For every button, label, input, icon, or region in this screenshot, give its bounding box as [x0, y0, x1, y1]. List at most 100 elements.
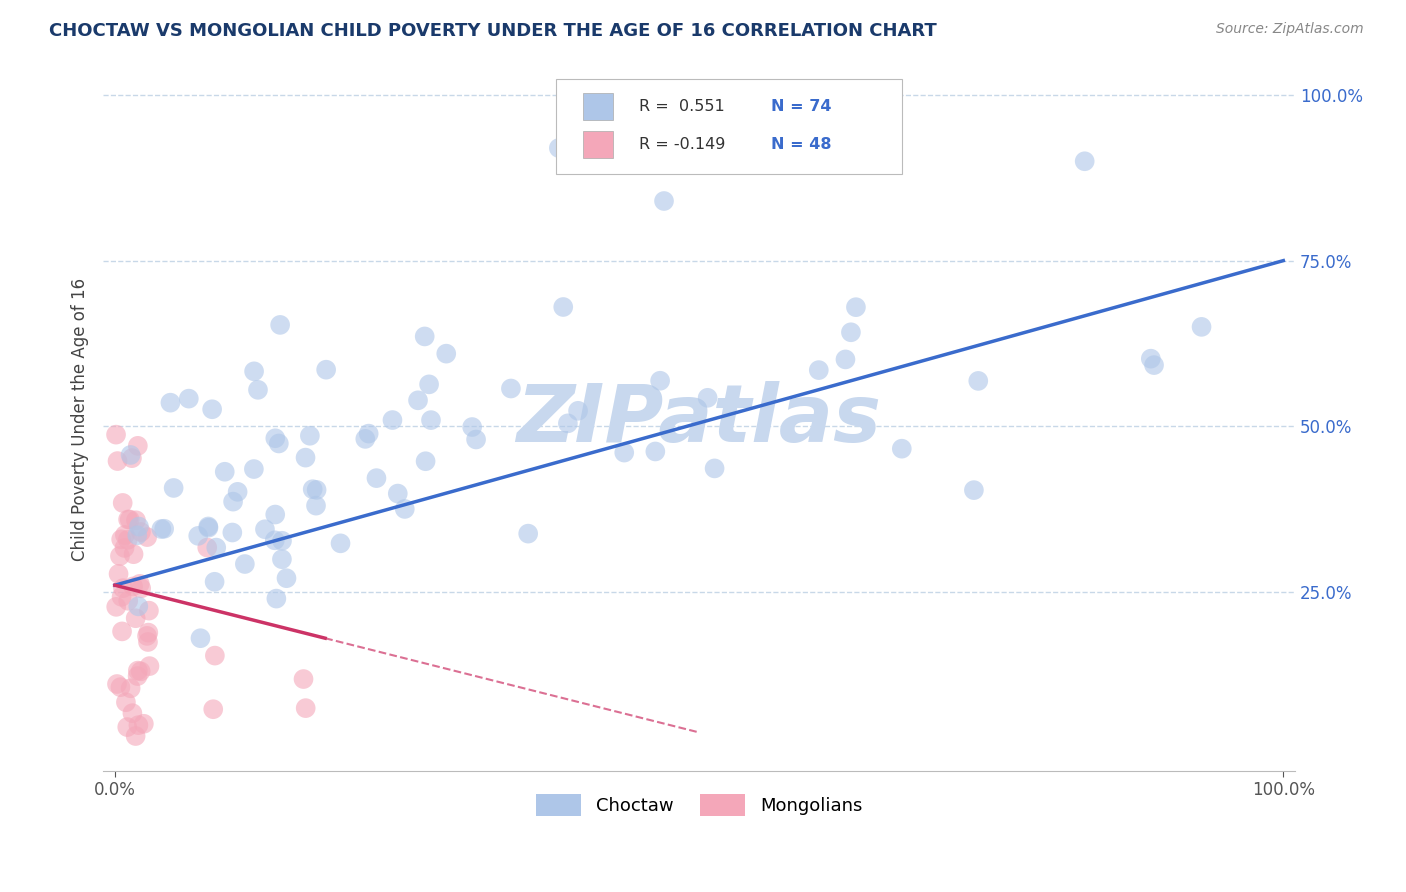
Point: [276, 571, 298, 585]
Point: [105, 427, 128, 442]
Point: [128, 519, 150, 533]
Point: [153, 522, 176, 536]
Point: [222, 494, 245, 508]
Point: [105, 599, 128, 614]
Point: [197, 519, 219, 533]
Point: [394, 502, 416, 516]
Point: [114, 528, 136, 542]
Point: [136, 625, 159, 640]
Point: [128, 577, 150, 591]
FancyBboxPatch shape: [555, 79, 901, 174]
Point: [264, 508, 287, 522]
Point: [124, 729, 146, 743]
Point: [177, 392, 200, 406]
Point: [1143, 358, 1166, 372]
FancyBboxPatch shape: [583, 131, 613, 158]
Point: [204, 648, 226, 663]
Point: [136, 629, 159, 643]
Point: [366, 471, 388, 485]
Point: [271, 552, 294, 566]
Point: [292, 672, 315, 686]
Point: [190, 631, 212, 645]
Point: [205, 541, 228, 555]
Point: [187, 529, 209, 543]
Point: [963, 483, 986, 497]
Point: [117, 512, 139, 526]
Point: [406, 393, 429, 408]
Point: [301, 482, 323, 496]
Point: [269, 318, 291, 332]
Point: [121, 706, 143, 721]
Point: [264, 431, 287, 445]
Point: [214, 465, 236, 479]
Point: [834, 352, 856, 367]
Point: [243, 364, 266, 378]
Point: [652, 194, 675, 208]
Point: [201, 402, 224, 417]
Point: [967, 374, 990, 388]
Point: [305, 483, 328, 497]
Point: [246, 383, 269, 397]
Point: [557, 417, 579, 431]
Point: [845, 300, 868, 314]
Point: [420, 413, 443, 427]
Point: [1140, 351, 1163, 366]
Point: [703, 461, 725, 475]
Point: [122, 547, 145, 561]
Point: [162, 481, 184, 495]
Text: N = 48: N = 48: [770, 136, 831, 152]
Point: [547, 141, 569, 155]
Point: [413, 329, 436, 343]
Point: [105, 677, 128, 691]
Point: [1073, 154, 1095, 169]
Legend: Choctaw, Mongolians: Choctaw, Mongolians: [527, 785, 872, 825]
Point: [108, 549, 131, 563]
Point: [111, 496, 134, 510]
Point: [117, 533, 139, 547]
Text: Source: ZipAtlas.com: Source: ZipAtlas.com: [1216, 22, 1364, 37]
Point: [807, 363, 830, 377]
Point: [110, 590, 132, 604]
Point: [329, 536, 352, 550]
Text: ZIPatlas: ZIPatlas: [516, 381, 882, 458]
Point: [114, 541, 136, 555]
Point: [127, 664, 149, 678]
Point: [461, 420, 484, 434]
Point: [294, 701, 316, 715]
Y-axis label: Child Poverty Under the Age of 16: Child Poverty Under the Age of 16: [72, 278, 89, 561]
Point: [110, 533, 132, 547]
Point: [271, 533, 294, 548]
Point: [129, 665, 152, 679]
Point: [253, 522, 276, 536]
Point: [115, 720, 138, 734]
Point: [357, 426, 380, 441]
Point: [197, 521, 219, 535]
Point: [315, 362, 337, 376]
Point: [117, 594, 139, 608]
Point: [263, 533, 285, 548]
Point: [136, 635, 159, 649]
Point: [294, 450, 316, 465]
Point: [226, 484, 249, 499]
Point: [415, 454, 437, 468]
Point: [107, 454, 129, 468]
FancyBboxPatch shape: [583, 93, 613, 120]
Point: [839, 326, 862, 340]
Point: [553, 300, 575, 314]
Point: [125, 513, 148, 527]
Point: [305, 499, 328, 513]
Point: [127, 669, 149, 683]
Point: [195, 541, 218, 555]
Point: [650, 374, 672, 388]
Point: [613, 445, 636, 459]
Point: [129, 524, 152, 539]
Point: [465, 433, 488, 447]
Text: N = 74: N = 74: [770, 99, 831, 114]
Point: [132, 716, 155, 731]
Point: [107, 566, 129, 581]
Point: [418, 377, 440, 392]
Point: [890, 442, 912, 456]
Point: [266, 591, 288, 606]
Point: [118, 512, 141, 526]
Point: [115, 695, 138, 709]
